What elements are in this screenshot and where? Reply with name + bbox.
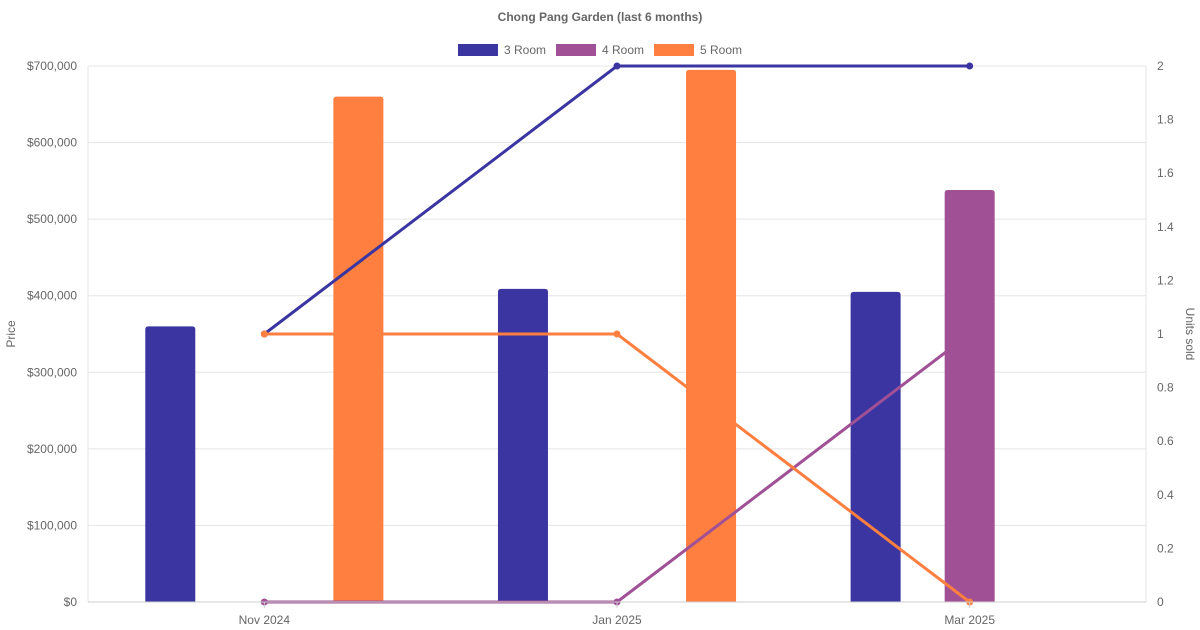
legend-item[interactable]: 3 Room <box>457 43 546 57</box>
y-left-axis-title: Price <box>4 320 18 348</box>
bar-5-room <box>686 69 737 603</box>
y-right-tick-label: 0.6 <box>1157 434 1174 448</box>
legend-swatch <box>457 44 498 56</box>
gridlines <box>88 65 1146 603</box>
legend-item[interactable]: 4 Room <box>555 43 644 57</box>
bars <box>145 69 995 603</box>
y-right-tick-label: 0 <box>1157 595 1164 609</box>
y-right-tick-label: 1.4 <box>1157 220 1174 234</box>
y-left-tick-label: $0 <box>64 595 78 609</box>
bar-5-room <box>333 96 384 602</box>
legend-swatch <box>555 44 596 56</box>
legend-label: 3 Room <box>504 43 546 57</box>
y-right-axis-title: Units sold <box>1183 308 1197 361</box>
line-point <box>966 62 974 70</box>
chart-title: Chong Pang Garden (last 6 months) <box>498 10 703 24</box>
line-point <box>613 330 621 338</box>
y-left-tick-label: $500,000 <box>27 212 77 226</box>
line-point <box>260 330 268 338</box>
legend-item[interactable]: 5 Room <box>654 43 742 57</box>
y-left-tick-label: $700,000 <box>27 59 77 73</box>
legend: 3 Room 4 Room 5 Room <box>457 43 742 57</box>
axes: $0 $100,000 $200,000 $300,000 $400,000 $500,0… <box>27 59 1174 627</box>
bar-4-room <box>944 190 995 602</box>
bar-3-room <box>850 291 901 602</box>
legend-label: 5 Room <box>700 43 742 57</box>
y-left-tick-label: $100,000 <box>27 518 77 532</box>
line-point <box>966 330 974 338</box>
y-right-tick-label: 1.2 <box>1157 273 1174 287</box>
x-tick-label: Mar 2025 <box>944 613 995 627</box>
y-left-tick-label: $400,000 <box>27 289 77 303</box>
y-right-tick-label: 0.2 <box>1157 541 1174 555</box>
bar-3-room <box>497 288 548 602</box>
y-left-tick-label: $200,000 <box>27 442 77 456</box>
y-right-tick-label: 1.8 <box>1157 113 1174 127</box>
bar-3-room <box>145 326 196 602</box>
x-tick-label: Nov 2024 <box>239 613 291 627</box>
legend-label: 4 Room <box>602 43 644 57</box>
line-point <box>613 62 621 70</box>
legend-swatch <box>654 44 695 56</box>
y-left-tick-label: $600,000 <box>27 136 77 150</box>
y-right-tick-label: 1.6 <box>1157 166 1174 180</box>
x-tick-label: Jan 2025 <box>592 613 642 627</box>
y-right-tick-label: 0.8 <box>1157 381 1174 395</box>
y-right-tick-label: 1 <box>1157 327 1164 341</box>
y-right-tick-label: 2 <box>1157 59 1164 73</box>
y-left-tick-label: $300,000 <box>27 365 77 379</box>
y-right-tick-label: 0.4 <box>1157 488 1174 502</box>
